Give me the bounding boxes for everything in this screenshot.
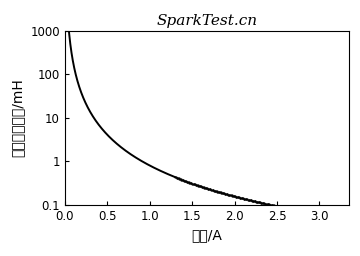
X-axis label: 电流/A: 电流/A	[192, 228, 222, 242]
Title: SparkTest.cn: SparkTest.cn	[157, 14, 257, 28]
Y-axis label: 最大允许电感/mH: 最大允许电感/mH	[11, 78, 25, 157]
